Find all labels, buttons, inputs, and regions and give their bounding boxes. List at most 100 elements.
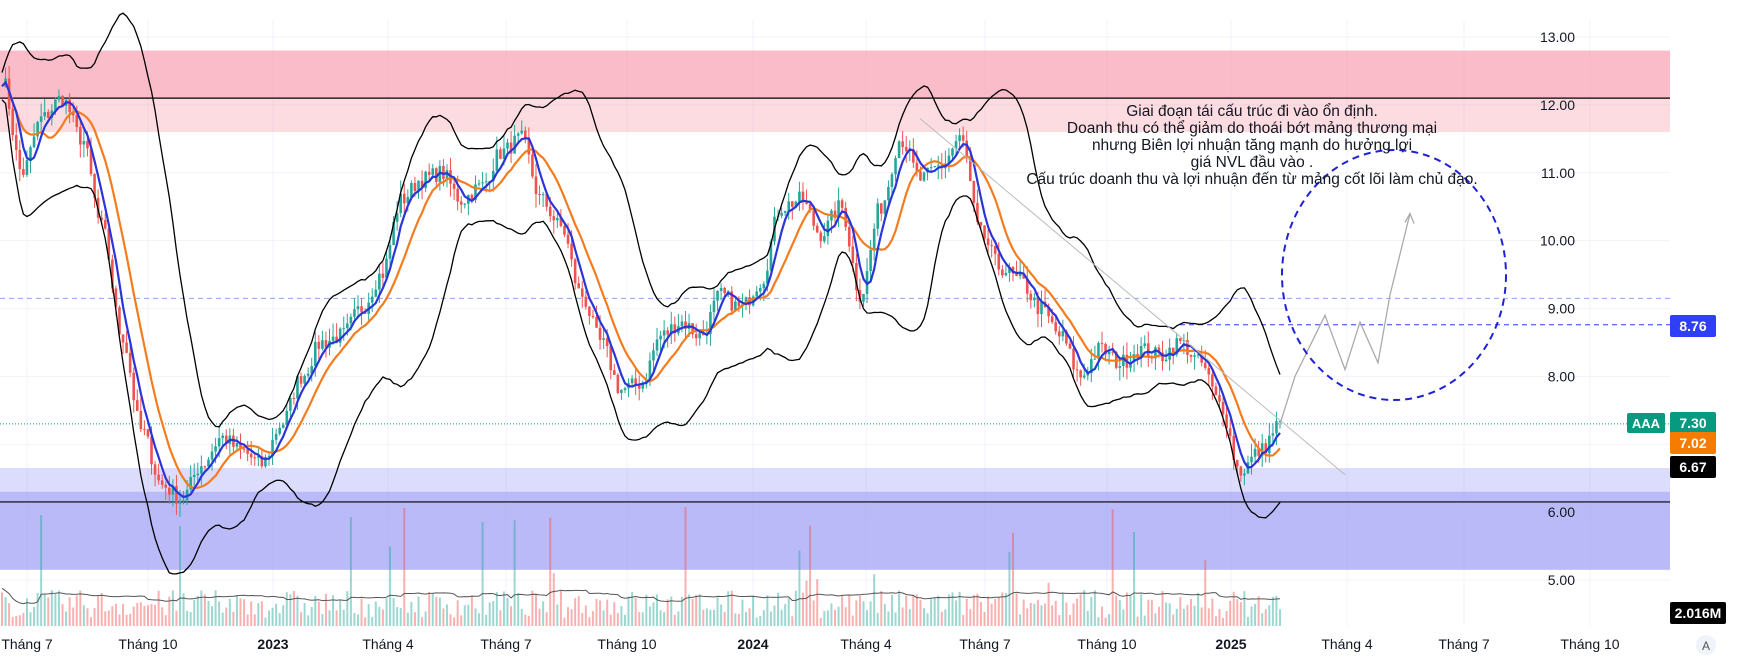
candle-body (684, 321, 687, 329)
volume-bar (47, 597, 50, 626)
volume-bar (769, 611, 772, 626)
candle-body (221, 435, 225, 439)
volume-bar (79, 590, 82, 626)
volume-bar (819, 617, 822, 626)
x-tick-label: Tháng 7 (1438, 636, 1490, 652)
volume-bar (677, 611, 680, 626)
candle-body (840, 200, 844, 208)
candle-body (862, 293, 865, 302)
volume-bar (335, 610, 338, 626)
candle-body (1189, 354, 1193, 357)
volume-bar (581, 612, 584, 626)
y-tick-label: 8.00 (1548, 368, 1575, 384)
candle-body (538, 193, 541, 195)
candle-body (595, 317, 598, 328)
volume-bar (1182, 608, 1185, 626)
candle-body (947, 155, 951, 164)
candle-body (484, 181, 488, 183)
volume-bar (146, 605, 149, 626)
volume-bar (467, 604, 470, 626)
candle-body (1171, 347, 1175, 355)
volume-bar (22, 612, 25, 626)
candle-body (1107, 351, 1111, 355)
volume-bar (389, 546, 392, 626)
candle-body (1029, 293, 1033, 301)
volume-bar (616, 613, 619, 626)
volume-bar (1115, 595, 1118, 626)
support-zone-upper (0, 468, 1670, 492)
candle-body (217, 438, 221, 447)
candle-body (22, 169, 25, 175)
candle-body (29, 147, 32, 161)
price-badge (1670, 315, 1716, 337)
volume-ma-line (1, 587, 1281, 605)
volume-bar (577, 596, 580, 626)
candle-body (271, 439, 274, 457)
candle-body (534, 176, 538, 194)
candle-body (1253, 448, 1257, 457)
volume-bar (734, 613, 737, 626)
candle-body (648, 360, 652, 381)
candle-body (132, 372, 136, 401)
candle-body (531, 154, 534, 177)
candle-body (591, 315, 595, 318)
candle-body (11, 108, 14, 136)
drawings (919, 118, 1507, 476)
candle-body (417, 180, 420, 191)
volume-bar (645, 594, 648, 626)
volume-bar (538, 608, 541, 626)
candle-body (1025, 278, 1029, 294)
candle-body (86, 141, 89, 149)
candle-body (68, 99, 71, 113)
volume-bar (1108, 614, 1111, 626)
candle-body (826, 220, 830, 237)
candle-body (694, 334, 698, 339)
candle-body (292, 397, 296, 399)
auto-scale-button[interactable]: A (1696, 635, 1716, 655)
candle-body (894, 158, 897, 175)
volume-bar (609, 614, 612, 626)
volume-bar (463, 605, 466, 626)
candle-body (36, 121, 39, 137)
candle-body (1225, 414, 1228, 429)
volume-bar (549, 517, 552, 626)
candle-body (189, 476, 192, 490)
candle-body (242, 448, 246, 450)
volume-bar (730, 590, 733, 626)
candle-body (1093, 358, 1097, 360)
candle-body (823, 236, 826, 242)
candle-body (993, 246, 997, 254)
ma-slow-line (1, 80, 1281, 490)
candle-body (281, 424, 285, 428)
volume-bar (310, 607, 313, 626)
candle-body (847, 226, 851, 247)
y-tick-label: 12.00 (1540, 97, 1575, 113)
volume-bar (1264, 609, 1267, 626)
volume-bar (513, 520, 516, 626)
volume-bar (203, 594, 206, 626)
volume-bar (186, 610, 189, 626)
volume-bar (211, 606, 214, 626)
volume-bar (1001, 592, 1004, 626)
candle-body (495, 149, 499, 171)
volume-bar (830, 603, 833, 626)
candle-body (18, 149, 22, 170)
candle-body (346, 323, 349, 329)
x-tick-label: Tháng 10 (1560, 636, 1619, 652)
volume-bar (905, 595, 908, 626)
candle-body (933, 166, 936, 168)
candle-body (990, 245, 993, 247)
candle-body (435, 168, 438, 182)
volume-bar (97, 595, 100, 626)
candle-body (274, 433, 278, 440)
candle-body (257, 456, 260, 458)
candle-body (744, 297, 748, 305)
volume-bar (232, 611, 235, 626)
candle-body (381, 273, 385, 278)
candle-body (324, 340, 328, 348)
volume-bar (1044, 603, 1047, 626)
candle-body (210, 451, 214, 460)
volume-bar (599, 600, 602, 626)
candle-body (1235, 459, 1239, 467)
